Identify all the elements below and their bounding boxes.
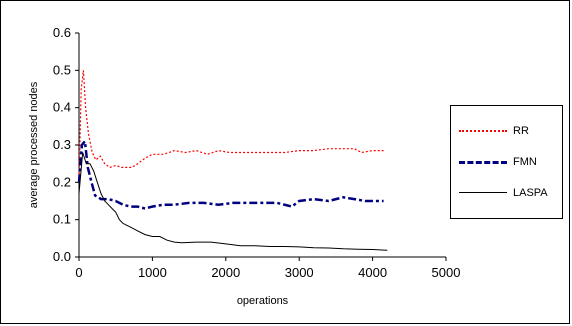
legend-line-rr bbox=[459, 130, 507, 132]
plot-area: 0.0 0.1 0.2 0.3 0.4 0.5 0.6 0 1000 2000 3000 4000 50… bbox=[28, 25, 460, 307]
x-tick-label: 3000 bbox=[285, 265, 314, 280]
legend-item-laspa: LASPA bbox=[451, 185, 564, 201]
x-tick-label: 5000 bbox=[432, 265, 461, 280]
x-tick-label: 2000 bbox=[211, 265, 240, 280]
x-tick-label: 4000 bbox=[358, 265, 387, 280]
legend-line-fmn bbox=[459, 161, 507, 164]
y-tick-label: 0.0 bbox=[53, 249, 71, 264]
series-line-rr bbox=[78, 70, 384, 183]
series-line-laspa bbox=[78, 152, 388, 251]
x-axis-title: operations bbox=[237, 295, 289, 307]
x-tick-label: 1000 bbox=[138, 265, 167, 280]
legend-item-rr: RR bbox=[451, 123, 564, 139]
y-tick-label: 0.6 bbox=[53, 25, 71, 40]
legend-item-fmn: FMN bbox=[451, 154, 564, 170]
legend-label-fmn: FMN bbox=[513, 156, 537, 168]
legend-label-rr: RR bbox=[513, 125, 529, 137]
y-tick-label: 0.5 bbox=[53, 62, 71, 77]
y-tick-label: 0.2 bbox=[53, 174, 71, 189]
y-axis-title: average processed nodes bbox=[28, 81, 40, 208]
legend-line-laspa bbox=[459, 192, 507, 193]
y-tick-label: 0.3 bbox=[53, 137, 71, 152]
y-tick-label: 0.1 bbox=[53, 212, 71, 227]
series-line-fmn bbox=[77, 138, 384, 210]
legend-label-laspa: LASPA bbox=[513, 187, 548, 199]
x-tick-label: 0 bbox=[75, 265, 82, 280]
y-tick-label: 0.4 bbox=[53, 100, 71, 115]
legend: RR FMN LASPA bbox=[450, 105, 563, 219]
